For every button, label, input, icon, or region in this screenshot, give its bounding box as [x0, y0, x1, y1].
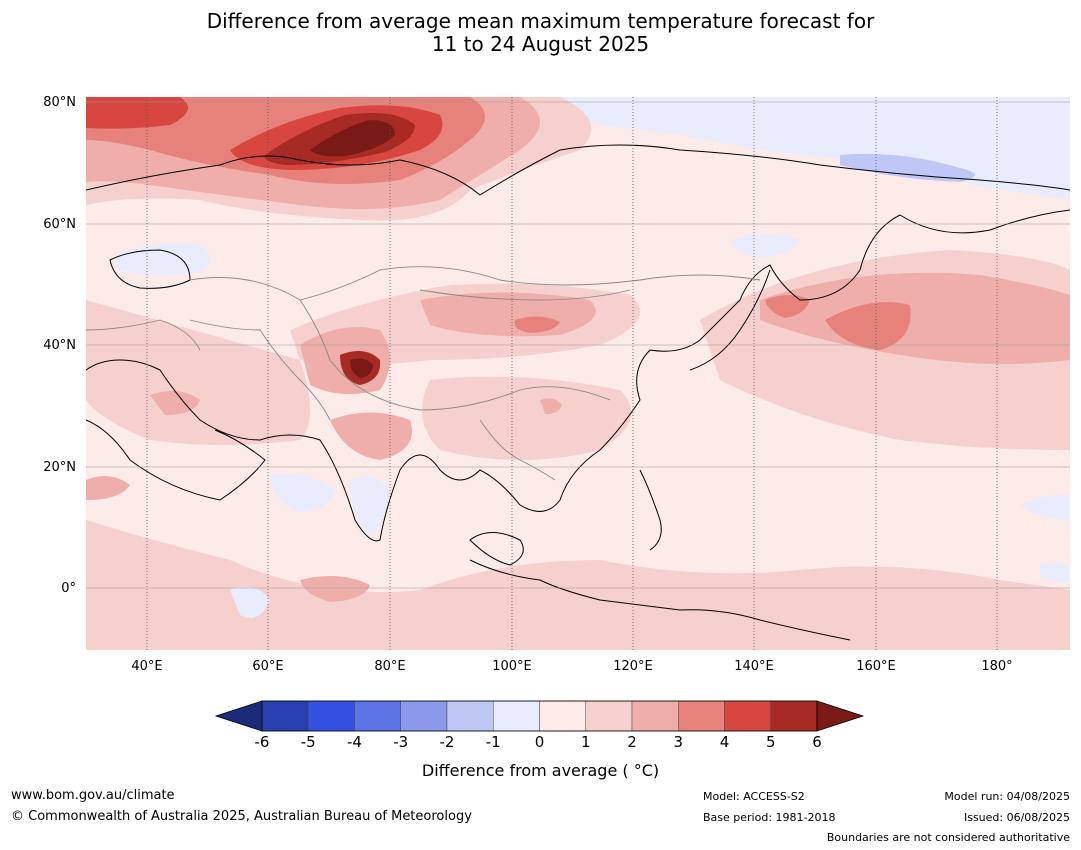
- middle-east-border: [86, 319, 201, 351]
- colorbar-extend-low: [214, 700, 263, 732]
- footer-boundaries-note: Boundaries are not considered authoritat…: [826, 831, 1070, 844]
- anomaly-indian-ocean-cool: [230, 586, 270, 618]
- colorbar-segment: [261, 700, 309, 732]
- colorbar-segment: [493, 700, 540, 732]
- anomaly-pacific-2-3: [760, 272, 1070, 364]
- colorbar-tick-label: -6: [254, 733, 270, 751]
- title-line-2: 11 to 24 August 2025: [431, 32, 650, 56]
- colorbar-tick-label: -5: [300, 733, 316, 751]
- footer-copyright: © Commonwealth of Australia 2025, Austra…: [11, 809, 472, 824]
- footer-website: www.bom.gov.au/climate: [11, 788, 175, 803]
- anomaly-okhotsk-cool: [730, 234, 800, 258]
- anomaly-arabia-2-3: [150, 391, 200, 415]
- map-title: Difference from average mean maximum tem…: [0, 10, 1081, 56]
- anomaly-japan-sea-3-4: [765, 295, 810, 318]
- arabia-coastline: [86, 419, 266, 501]
- arctic-coastline: [86, 144, 1070, 196]
- colorbar-tick-label: -1: [485, 733, 501, 751]
- anomaly-china-2-3: [540, 398, 562, 415]
- footer-model: Model: ACCESS-S2: [703, 790, 805, 803]
- title-line-1: Difference from average mean maximum tem…: [206, 9, 875, 33]
- anomaly-arabian-sea-cool: [270, 474, 335, 512]
- colorbar-segment: [678, 700, 725, 732]
- lon-label-40e: 40°E: [131, 659, 163, 674]
- lon-label-140e: 140°E: [734, 659, 774, 674]
- footer-model-run: Model run: 04/08/2025: [944, 790, 1070, 803]
- colorbar-segment: [539, 700, 586, 732]
- colorbar-segment: [400, 700, 448, 732]
- anomaly-urals-6plus: [310, 120, 395, 157]
- colorbar-title: Difference from average ( °C): [421, 761, 660, 780]
- lat-label-80n: 80°N: [43, 95, 76, 110]
- colorbar-tick-label: 2: [627, 733, 637, 751]
- anomaly-central-pacific-cool: [1020, 494, 1070, 520]
- coastlines: [86, 144, 1070, 641]
- lat-label-0: 0°: [61, 581, 76, 596]
- colorbar-segment: [308, 700, 355, 732]
- lat-label-40n: 40°N: [43, 338, 76, 353]
- colorbar-outline: [261, 700, 818, 732]
- borneo-coastline: [469, 532, 524, 566]
- lon-label-80e: 80°E: [374, 659, 406, 674]
- colorbar-tick-label: 4: [719, 733, 730, 751]
- colorbar-tick-label: -3: [393, 733, 409, 751]
- lat-label-20n: 20°N: [43, 460, 76, 475]
- japan-coastline: [689, 269, 771, 371]
- anomaly-equatorial-1-2: [86, 520, 1070, 650]
- colorbar-tick-label: 5: [765, 733, 776, 751]
- philippines-coastline: [639, 469, 662, 551]
- anomaly-china-1-2: [422, 376, 632, 460]
- colorbar-tick-label: 6: [812, 733, 822, 751]
- anomaly-africa-2-3: [86, 476, 130, 500]
- colorbar-tick-label: 0: [534, 733, 545, 751]
- colorbar-segment: [724, 700, 771, 732]
- anomaly-mongolia-3-4: [514, 316, 560, 333]
- russia-border: [189, 266, 761, 301]
- anomaly-middle-east-1-2: [86, 300, 310, 445]
- lon-label-160e: 160°E: [856, 659, 896, 674]
- footer-issued: Issued: 06/08/2025: [963, 811, 1070, 824]
- colorbar-tick-label: 1: [580, 733, 591, 751]
- colorbar-segment: [354, 700, 401, 732]
- colorbar-segment: [770, 700, 818, 732]
- central-asia-border: [189, 319, 331, 421]
- colorbar-extend-high: [816, 700, 865, 732]
- anomaly-india-2-3: [330, 412, 412, 460]
- indochina-border: [479, 419, 556, 481]
- lon-label-60e: 60°E: [252, 659, 284, 674]
- indonesia-coastline: [469, 559, 851, 641]
- colorbar-tick-label: -4: [347, 733, 362, 751]
- colorbar-segment: [631, 700, 679, 732]
- anomaly-india-cool: [350, 476, 390, 535]
- colorbar: [214, 700, 865, 732]
- colorbar-tick-label: -2: [439, 733, 455, 751]
- country-borders: [86, 266, 761, 481]
- colorbar-tick-label: 3: [673, 733, 684, 751]
- footer-base-period: Base period: 1981-2018: [703, 811, 836, 824]
- china-south-border: [299, 299, 611, 411]
- latitude-gridlines: [86, 101, 1070, 589]
- anomaly-barents-4-5: [86, 97, 188, 129]
- colorbar-segment: [585, 700, 633, 732]
- colorbar-segment: [446, 700, 494, 732]
- anomaly-pacific-cool: [1040, 563, 1070, 582]
- lon-label-120e: 120°E: [613, 659, 653, 674]
- anomaly-field: [86, 97, 1070, 650]
- anomaly-indian-ocean-2-3: [300, 576, 370, 602]
- asia-coastline: [86, 209, 1070, 542]
- mongolia-border: [419, 289, 631, 301]
- lon-label-100e: 100°E: [492, 659, 532, 674]
- anomaly-tibet-6plus: [350, 358, 373, 378]
- anomaly-pacific-3-4: [825, 302, 911, 350]
- lon-label-180: 180°: [981, 659, 1013, 674]
- longitude-gridlines: [146, 97, 998, 650]
- anomaly-siberia-cool: [840, 153, 975, 182]
- lat-label-60n: 60°N: [43, 217, 76, 232]
